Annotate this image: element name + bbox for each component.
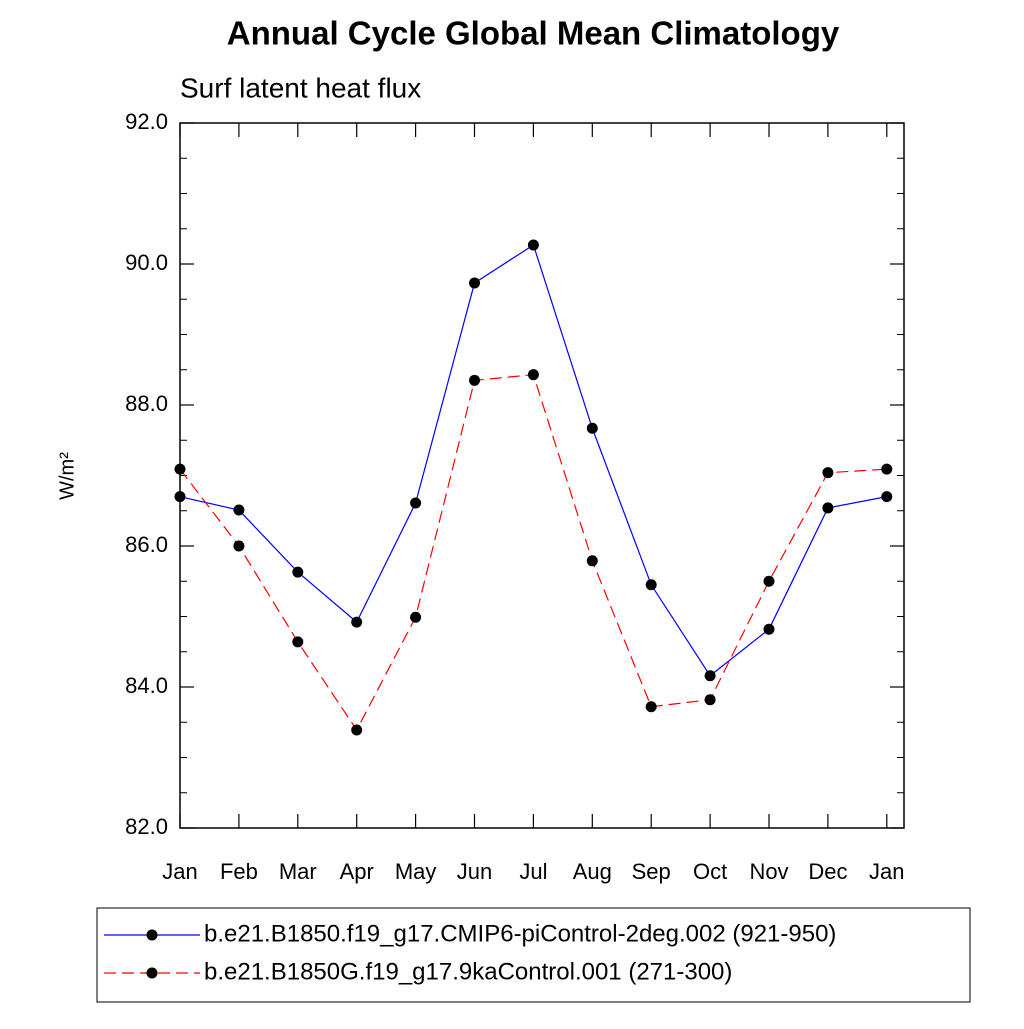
data-point (233, 504, 245, 516)
data-point (822, 502, 834, 514)
legend-box (96, 907, 971, 1003)
data-point (704, 670, 716, 682)
data-point (174, 463, 186, 475)
series-line (179, 244, 887, 677)
data-point (527, 369, 539, 381)
data-point (527, 239, 539, 251)
legend-label: b.e21.B1850G.f19_g17.9kaControl.001 (271… (204, 958, 732, 985)
data-point (469, 374, 480, 386)
y-tick-label: 88.0 (125, 391, 168, 416)
data-point (586, 422, 598, 434)
data-point (351, 616, 363, 628)
data-point (351, 724, 363, 736)
x-tick-label: Mar (279, 859, 317, 884)
y-tick-label: 82.0 (125, 814, 168, 839)
x-tick-label: Jan (869, 859, 904, 884)
series-line (179, 374, 887, 732)
legend-marker (146, 929, 158, 941)
data-point (645, 579, 657, 591)
plot-frame (179, 122, 905, 829)
data-point (292, 636, 304, 648)
data-point (410, 611, 422, 623)
data-point (586, 555, 598, 567)
x-tick-label: Jun (457, 859, 492, 884)
x-tick-label: May (395, 859, 437, 884)
chart-title: Annual Cycle Global Mean Climatology (227, 15, 840, 52)
data-point (763, 575, 775, 587)
data-point (233, 540, 245, 552)
x-tick-label: Aug (573, 859, 612, 884)
y-axis-label: W/m² (56, 452, 78, 500)
data-point (763, 623, 775, 635)
x-tick-label: Sep (632, 859, 671, 884)
data-point (881, 463, 893, 475)
data-point (881, 491, 893, 503)
x-tick-label: Feb (220, 859, 258, 884)
data-point (292, 566, 304, 578)
x-tick-label: Oct (693, 859, 727, 884)
y-tick-label: 84.0 (125, 673, 168, 698)
data-point (174, 491, 186, 503)
y-tick-label: 92.0 (125, 109, 168, 134)
x-tick-label: Apr (340, 859, 374, 884)
chart-subtitle: Surf latent heat flux (180, 72, 421, 103)
data-point (410, 497, 422, 509)
x-tick-label: Jul (519, 859, 547, 884)
x-tick-label: Dec (808, 859, 847, 884)
x-tick-label: Nov (749, 859, 788, 884)
data-point (822, 467, 834, 479)
legend-label: b.e21.B1850.f19_g17.CMIP6-piControl-2deg… (204, 920, 836, 947)
y-tick-label: 86.0 (125, 532, 168, 557)
data-point (704, 694, 716, 706)
data-point (469, 277, 480, 289)
data-point (645, 701, 657, 713)
legend-marker (146, 967, 158, 979)
x-tick-label: Jan (162, 859, 197, 884)
y-tick-label: 90.0 (125, 250, 168, 275)
